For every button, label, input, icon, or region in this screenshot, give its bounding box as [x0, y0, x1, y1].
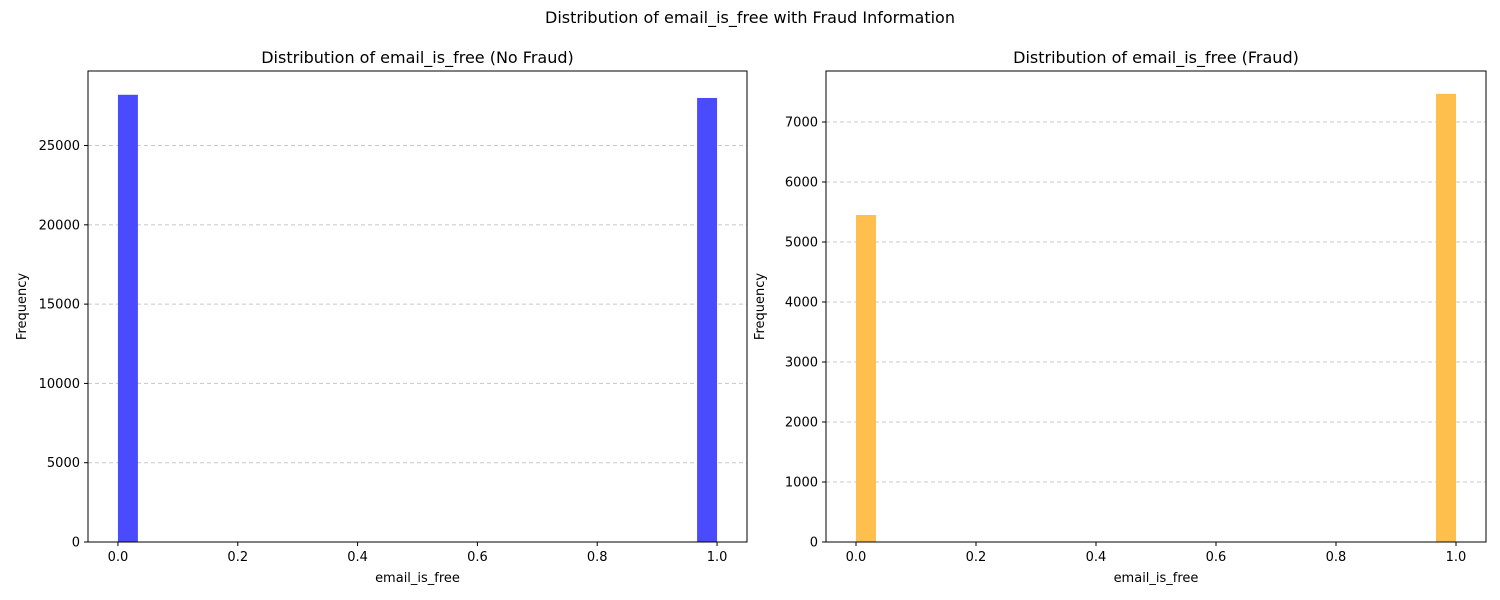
chart-panel-2: 0.0 0.2 0.4 0.6 0.8 1.0 0 1000 2000 3000 4000 5000 6… — [753, 48, 1487, 586]
y-tick-label: 0 — [72, 536, 80, 551]
x-tick-label: 0.8 — [587, 550, 608, 565]
x-tick-label: 0.2 — [966, 550, 987, 565]
x-axis-label: email_is_free — [375, 571, 460, 586]
x-tick-label: 0.6 — [467, 550, 488, 565]
x-tick-label: 1.0 — [1446, 550, 1467, 565]
x-tick-label: 0.4 — [1086, 550, 1107, 565]
axes-frame — [825, 70, 1487, 543]
y-tick-label: 7000 — [785, 116, 818, 131]
x-axis-label: email_is_free — [1114, 571, 1199, 586]
x-tick-label: 0.0 — [108, 550, 129, 565]
y-tick-label: 3000 — [785, 356, 818, 371]
histogram-bar — [1436, 93, 1456, 543]
x-tick-label: 0.0 — [846, 550, 867, 565]
y-tick-label: 5000 — [47, 456, 80, 471]
chart-title: Distribution of email_is_free (No Fraud) — [261, 48, 574, 68]
y-tick-label: 6000 — [785, 176, 818, 191]
y-tick-label: 25000 — [39, 139, 80, 154]
histogram-bar — [697, 97, 718, 542]
axes-frame — [87, 70, 748, 543]
histogram-bar — [117, 94, 138, 543]
histogram-bar — [856, 215, 876, 542]
figure-title: Distribution of email_is_free with Fraud… — [545, 8, 955, 27]
x-tick-label: 0.6 — [1206, 550, 1227, 565]
y-tick-label: 10000 — [39, 377, 80, 392]
x-tick-label: 1.0 — [707, 550, 728, 565]
x-tick-label: 0.2 — [227, 550, 248, 565]
y-tick-label: 15000 — [39, 298, 80, 313]
chart-title: Distribution of email_is_free (Fraud) — [1013, 48, 1299, 68]
y-tick-label: 20000 — [39, 218, 80, 233]
y-tick-label: 5000 — [785, 236, 818, 251]
chart-panel-1: 0.0 0.2 0.4 0.6 0.8 1.0 0 5000 10000 15000 20000 25… — [15, 48, 748, 586]
x-tick-label: 0.4 — [347, 550, 368, 565]
y-axis-label: Frequency — [753, 273, 768, 340]
y-tick-label: 1000 — [785, 476, 818, 491]
y-tick-label: 4000 — [785, 296, 818, 311]
y-tick-label: 2000 — [785, 416, 818, 431]
y-axis-label: Frequency — [15, 273, 30, 340]
y-tick-label: 0 — [810, 536, 818, 551]
x-tick-label: 0.8 — [1326, 550, 1347, 565]
